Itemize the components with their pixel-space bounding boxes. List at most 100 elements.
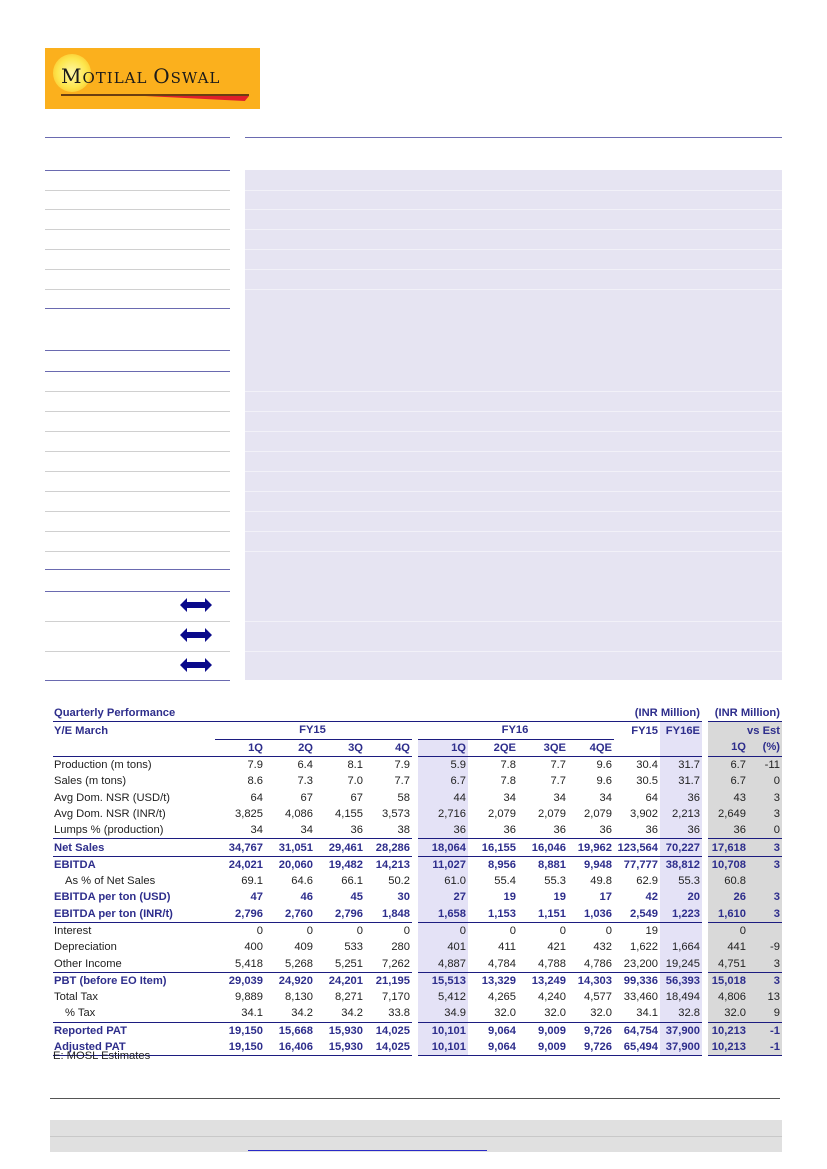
table-cell: 8,881 xyxy=(518,855,568,873)
table-cell: 19 xyxy=(614,921,660,940)
table-cell: 401 xyxy=(418,939,468,956)
table-cell: 65,494 xyxy=(614,1038,660,1057)
table-cell: 34 xyxy=(503,791,516,804)
col-q: 3QE xyxy=(518,739,568,757)
table-row: As % of Net Sales 69.1 64.6 66.1 50.2 61.0 55.… xyxy=(53,872,782,890)
table-row: PBT (before EO Item) 29,039 24,920 24,201 21… xyxy=(53,971,782,990)
sidebar-rule xyxy=(45,137,230,138)
table-cell: 4,806 xyxy=(708,989,748,1006)
table-cell: 7.3 xyxy=(297,775,313,788)
table-cell: 7.8 xyxy=(500,759,516,772)
col-q: 4Q xyxy=(365,739,412,757)
table-row: EBITDA per ton (USD) 47 46 45 30 27 19 19 17 42 20… xyxy=(53,889,782,906)
col-q: 2Q xyxy=(265,739,315,757)
table-cell: 0 xyxy=(748,822,782,839)
table-cell: 4,784 xyxy=(488,957,516,970)
table-cell: 2,213 xyxy=(660,805,702,823)
table-cell: 9 xyxy=(748,1005,782,1023)
table-cell: -11 xyxy=(748,756,782,774)
panel-top-rule xyxy=(245,137,782,138)
table-cell: 1,036 xyxy=(584,907,612,920)
table-cell: 0 xyxy=(748,773,782,790)
table-row: Net Sales 34,767 31,051 29,461 28,286 18,064 1… xyxy=(53,838,782,857)
table-cell: 7,262 xyxy=(382,957,410,970)
table-cell: 533 xyxy=(344,941,363,954)
table-cell: 1,658 xyxy=(418,905,468,923)
table-cell: 28,286 xyxy=(365,838,412,857)
sidebar-rule xyxy=(45,249,230,250)
table-cell: 16,046 xyxy=(518,838,568,857)
sidebar-rule xyxy=(45,269,230,270)
table-row: Sales (m tons) 8.6 7.3 7.0 7.7 6.7 7.8 7.7 9.6 30… xyxy=(53,773,782,790)
sidebar-rule xyxy=(45,621,230,622)
table-cell: 2,760 xyxy=(285,907,313,920)
sidebar-rule xyxy=(45,531,230,532)
panel-rule xyxy=(245,651,782,652)
row-label: Depreciation xyxy=(54,941,117,954)
row-label: Avg Dom. NSR (USD/t) xyxy=(54,791,171,804)
table-cell: 36 xyxy=(660,822,702,839)
table-cell: 3 xyxy=(748,789,782,806)
sidebar-rule xyxy=(45,471,230,472)
table-cell: 64.6 xyxy=(291,875,313,888)
table-cell: 34.2 xyxy=(291,1007,313,1020)
table-cell: 19,482 xyxy=(315,855,365,873)
table-cell xyxy=(660,921,702,940)
table-cell: 6.7 xyxy=(708,773,748,790)
table-cell: 56,393 xyxy=(660,971,702,990)
neutral-arrow-icon xyxy=(180,628,212,642)
table-cell: 36 xyxy=(599,824,612,837)
table-cell: 15,930 xyxy=(315,1038,365,1057)
table-cell: 55.3 xyxy=(660,872,702,890)
logo-wordmark: MOTILAL OSWAL xyxy=(61,64,221,88)
table-row: Other Income 5,418 5,268 5,251 7,262 4,887 4,7… xyxy=(53,955,782,973)
col-q: 1Q xyxy=(215,739,265,757)
table-cell: 50.2 xyxy=(388,875,410,888)
col-q: 3Q xyxy=(315,739,365,757)
table-cell: 62.9 xyxy=(636,875,658,888)
panel-rule xyxy=(245,451,782,452)
table-cell: 32.0 xyxy=(544,1007,566,1020)
table-cell: 6.7 xyxy=(418,773,468,790)
table-cell: 19,150 xyxy=(215,1021,265,1039)
table-cell: 7.9 xyxy=(394,759,410,772)
table-cell: 9,726 xyxy=(568,1021,614,1039)
group-fy15: FY15 xyxy=(215,721,412,740)
table-cell: 19,962 xyxy=(568,838,614,857)
sidebar-rule xyxy=(45,209,230,210)
panel-rule xyxy=(245,431,782,432)
table-cell: 47 xyxy=(250,891,263,904)
sidebar-rule xyxy=(45,411,230,412)
table-row: Interest 0 0 0 0 0 0 0 0 19 0 xyxy=(53,921,782,940)
table-cell: 67 xyxy=(300,791,313,804)
table-cell: 18,494 xyxy=(660,989,702,1006)
table-cell: 5,251 xyxy=(335,957,363,970)
table-row: Production (m tons) 7.9 6.4 8.1 7.9 5.9 7.8 7.7… xyxy=(53,756,782,774)
table-cell: 4,887 xyxy=(418,955,468,973)
table-cell: 5,412 xyxy=(418,989,468,1006)
unit-label: (INR Million) xyxy=(614,705,702,723)
table-cell: 1,848 xyxy=(382,907,410,920)
footer-link-underline[interactable] xyxy=(248,1150,487,1151)
table-cell: 3 xyxy=(748,838,782,857)
table-cell: 5,268 xyxy=(285,957,313,970)
table-row: Avg Dom. NSR (USD/t) 64 67 67 58 44 34 34 34 64 36… xyxy=(53,789,782,806)
sidebar-rule xyxy=(45,591,230,592)
table-row: % Tax 34.1 34.2 34.2 33.8 34.9 32.0 32.0 32.0 34.… xyxy=(53,1005,782,1023)
table-cell: 432 xyxy=(593,941,612,954)
sidebar-rule xyxy=(45,680,230,681)
table-cell: 38,812 xyxy=(660,855,702,873)
table-cell: 5.9 xyxy=(418,756,468,774)
table-cell: 37,900 xyxy=(660,1021,702,1039)
table-cell: 9,009 xyxy=(518,1038,568,1057)
table-cell: 400 xyxy=(244,941,263,954)
panel-rule xyxy=(245,249,782,250)
table-cell: 8.1 xyxy=(347,759,363,772)
row-label: Lumps % (production) xyxy=(54,824,164,837)
table-cell: 9,726 xyxy=(568,1038,614,1057)
table-cell: 4,577 xyxy=(584,991,612,1004)
table-cell: 32.0 xyxy=(590,1007,612,1020)
panel-rule xyxy=(245,511,782,512)
table-cell: 23,200 xyxy=(623,957,658,970)
table-cell: 30.4 xyxy=(636,759,658,772)
